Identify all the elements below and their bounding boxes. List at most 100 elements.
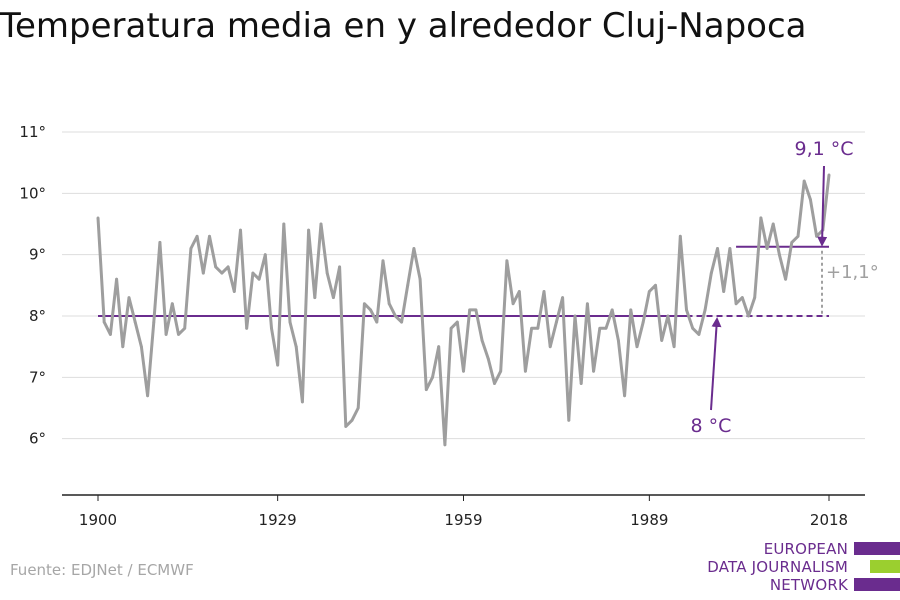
- data-point: [177, 333, 180, 336]
- data-point: [753, 296, 757, 299]
- data-point: [381, 259, 385, 263]
- data-point: [796, 234, 800, 238]
- temperature-line: [96, 174, 831, 447]
- data-point: [598, 326, 602, 330]
- data-point: [115, 277, 118, 281]
- data-point: [195, 234, 199, 238]
- data-point: [102, 320, 106, 324]
- data-point: [524, 369, 527, 373]
- data-point: [666, 314, 670, 318]
- data-point: [158, 241, 162, 244]
- data-point: [121, 345, 125, 349]
- edjnet-logo: EUROPEAN DATA JOURNALISM NETWORK: [700, 538, 900, 598]
- logo-bar-purple-bottom: [854, 578, 900, 591]
- data-point: [703, 308, 707, 312]
- data-point: [239, 228, 242, 232]
- data-point: [740, 296, 744, 299]
- x-axis: 1900 1929 1959 1989 2018: [79, 495, 848, 529]
- data-point: [530, 326, 534, 330]
- data-point: [765, 247, 769, 250]
- data-point: [189, 247, 193, 250]
- data-point: [208, 234, 211, 238]
- data-point: [232, 290, 236, 293]
- data-point: [691, 326, 695, 330]
- data-point: [499, 369, 503, 373]
- logo-line-1: EUROPEAN: [763, 540, 848, 558]
- data-point: [623, 394, 626, 398]
- logo-text: EUROPEAN DATA JOURNALISM NETWORK: [707, 540, 848, 594]
- data-point: [685, 308, 688, 312]
- data-point: [573, 314, 577, 318]
- data-point: [672, 345, 676, 349]
- data-point: [301, 400, 304, 404]
- data-point: [790, 241, 794, 244]
- recent-mean-label: 9,1 °C: [794, 138, 853, 160]
- y-axis: 6° 7° 8° 9° 10° 11°: [19, 123, 46, 448]
- data-point: [325, 271, 329, 275]
- baseline-mean-label: 8 °C: [691, 415, 732, 437]
- logo-bar-green: [870, 560, 900, 573]
- data-point: [771, 222, 775, 226]
- data-point: [183, 326, 187, 330]
- data-point: [455, 320, 459, 324]
- data-point: [270, 326, 273, 330]
- y-tick-label: 6°: [29, 430, 46, 448]
- data-point: [610, 308, 614, 312]
- data-point: [127, 296, 131, 299]
- temperature-points: [96, 173, 831, 447]
- data-point: [802, 179, 806, 183]
- data-point: [424, 388, 428, 391]
- data-point: [678, 234, 682, 238]
- data-point: [827, 173, 831, 177]
- data-point: [747, 314, 750, 318]
- data-point: [468, 308, 472, 312]
- data-point: [245, 326, 249, 330]
- data-point: [548, 345, 552, 349]
- data-point: [579, 382, 583, 385]
- data-point: [350, 418, 354, 422]
- data-point: [722, 290, 726, 293]
- data-point: [108, 333, 112, 336]
- data-point: [493, 382, 496, 385]
- data-point: [486, 357, 490, 361]
- source-note: Fuente: EDJNet / ECMWF: [10, 561, 194, 579]
- grid-lines: [62, 131, 865, 440]
- data-point: [449, 326, 453, 330]
- baseline-mean-arrow: [710, 317, 722, 411]
- data-point: [431, 375, 434, 379]
- x-tick-label: 1989: [630, 511, 668, 529]
- data-point: [728, 247, 732, 250]
- data-point: [647, 290, 651, 293]
- data-point: [635, 345, 639, 349]
- data-point: [511, 302, 515, 306]
- data-point: [437, 345, 441, 349]
- x-tick-label: 2018: [810, 511, 848, 529]
- data-point: [542, 290, 546, 293]
- data-point: [164, 333, 168, 336]
- data-point: [276, 363, 280, 367]
- data-point: [201, 271, 205, 275]
- logo-bar-purple-top: [854, 542, 900, 555]
- data-point: [585, 302, 589, 306]
- page-title: Temperatura media en y alrededor Cluj-Na…: [0, 6, 807, 46]
- data-point: [480, 339, 484, 342]
- y-tick-label: 8°: [29, 307, 46, 325]
- data-point: [362, 302, 366, 306]
- data-point: [697, 333, 701, 336]
- logo-line-2: DATA JOURNALISM: [707, 558, 848, 576]
- data-point: [214, 265, 218, 269]
- data-point: [412, 247, 416, 250]
- data-point: [152, 320, 156, 324]
- data-point: [555, 320, 558, 324]
- data-point: [356, 406, 360, 410]
- data-point: [784, 277, 788, 281]
- data-point: [387, 302, 391, 306]
- annotations: +1,1° 9,1 °C 8 °C: [691, 138, 879, 437]
- data-point: [307, 228, 311, 232]
- data-point: [226, 265, 230, 269]
- data-point: [282, 222, 286, 226]
- data-point: [505, 259, 509, 263]
- data-point: [443, 443, 447, 447]
- data-point: [734, 302, 738, 306]
- data-point: [778, 253, 781, 257]
